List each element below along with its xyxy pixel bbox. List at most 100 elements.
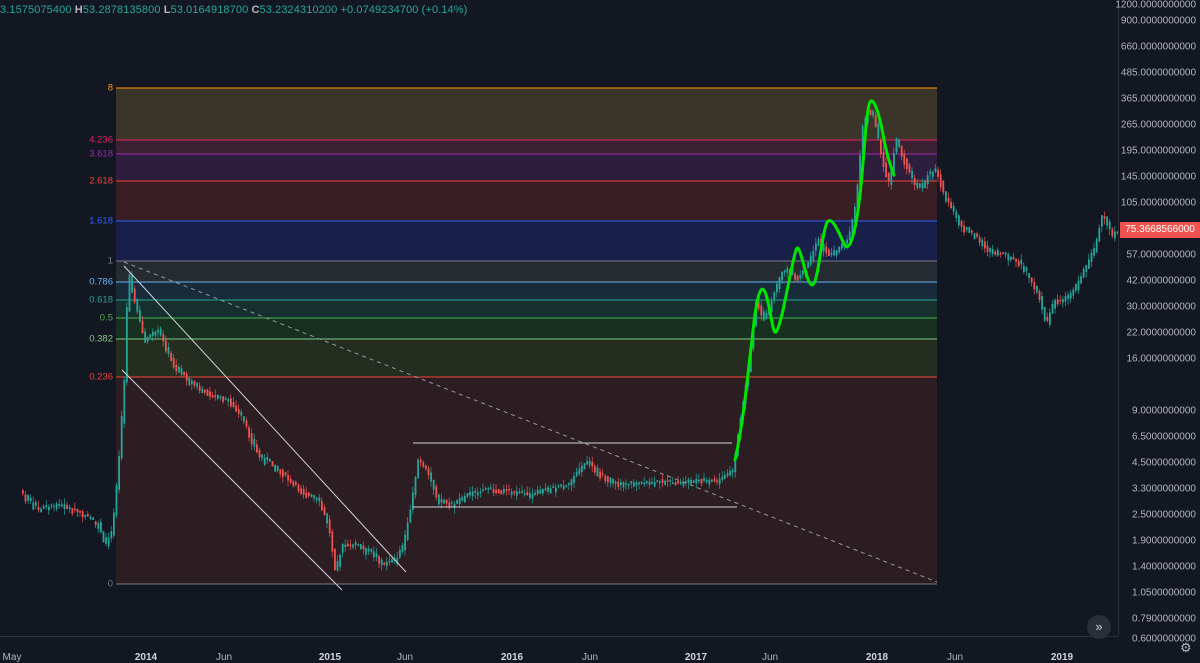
candle-body xyxy=(271,461,274,467)
candle-body xyxy=(409,509,412,523)
candle-body xyxy=(794,273,796,280)
candle-body xyxy=(999,252,1002,255)
candle-body xyxy=(1015,258,1017,262)
candle-body xyxy=(289,479,292,483)
candle-body xyxy=(305,492,308,498)
candle-body xyxy=(375,553,378,558)
candle-body xyxy=(445,499,448,504)
price-axis-label: 1.0500000000 xyxy=(1132,587,1196,599)
candle-body xyxy=(206,389,209,396)
candle-body xyxy=(115,485,118,516)
goto-realtime-button[interactable]: » xyxy=(1087,615,1111,639)
candle-body xyxy=(596,467,599,477)
candle-body xyxy=(284,472,287,476)
fib-zone-3618-2618 xyxy=(116,154,937,181)
candle-body xyxy=(700,478,703,484)
fib-zone-0618-05 xyxy=(116,300,937,318)
candle-body xyxy=(679,481,682,484)
candle-body xyxy=(154,331,157,336)
candle-body xyxy=(1004,252,1007,255)
candle-body xyxy=(903,153,906,165)
candle-body xyxy=(261,454,263,459)
candle-body xyxy=(877,124,880,139)
fib-zone-2618-1618 xyxy=(116,181,937,221)
candle-body xyxy=(770,301,773,313)
candle-body xyxy=(661,479,664,483)
candle-body xyxy=(833,250,835,256)
drawing-tools[interactable] xyxy=(121,99,938,591)
candle-body xyxy=(976,233,978,237)
candle-body xyxy=(370,549,373,552)
candle-body xyxy=(854,206,856,223)
price-axis-label: 6.5000000000 xyxy=(1132,431,1196,443)
candle-body xyxy=(674,482,677,485)
candle-body xyxy=(144,331,146,343)
candle-body xyxy=(724,474,726,479)
candle-body xyxy=(786,268,789,273)
candle-body xyxy=(664,480,666,485)
candle-body xyxy=(539,489,542,494)
candle-body xyxy=(635,482,638,486)
candle-body xyxy=(323,507,326,516)
price-axis-label: 16.0000000000 xyxy=(1126,353,1196,365)
candle-body xyxy=(778,277,781,290)
candle-body xyxy=(253,438,256,447)
candle-body xyxy=(191,380,193,385)
candle-body xyxy=(552,486,555,488)
candle-body xyxy=(521,491,523,493)
time-axis[interactable]: May 2014 Jun 2015 Jun 2016 Jun 2017 Jun 2018 Jun 20… xyxy=(0,636,1118,663)
fib-level-label: 4.236 xyxy=(89,134,113,146)
candle-body xyxy=(503,488,505,494)
candle-body xyxy=(859,155,861,186)
ohlc-change: +0.0749234700 (+0.14%) xyxy=(340,4,468,16)
candle-body xyxy=(128,274,131,312)
candle-body xyxy=(830,252,833,256)
candle-body xyxy=(518,491,521,494)
elliott-wave-drawing xyxy=(733,99,896,462)
candle-body xyxy=(201,388,204,393)
price-axis-label: 900.0000000000 xyxy=(1120,15,1196,27)
last-price-badge: 75.3668566000 xyxy=(1120,222,1200,238)
price-axis[interactable]: 1200.0000000000 900.0000000000 660.0000000… xyxy=(1115,0,1200,645)
candle-body xyxy=(978,237,981,243)
candle-body xyxy=(513,491,516,494)
candle-body xyxy=(1023,265,1025,272)
candle-body xyxy=(175,365,178,372)
candle-body xyxy=(232,402,235,407)
candle-body xyxy=(422,462,425,467)
candle-body xyxy=(367,548,370,552)
candle-body xyxy=(1103,216,1106,219)
candle-body xyxy=(906,158,908,169)
candle-body xyxy=(240,411,243,416)
candle-body xyxy=(1049,312,1051,325)
candle-body xyxy=(269,459,271,462)
candle-body xyxy=(807,262,809,268)
candle-body xyxy=(614,481,617,484)
candle-body xyxy=(604,475,607,482)
candle-body xyxy=(729,470,731,476)
candle-body xyxy=(846,239,848,244)
price-axis-label: 0.7900000000 xyxy=(1132,613,1196,625)
candle-body xyxy=(94,521,97,526)
chart-settings-button[interactable]: ⚙ xyxy=(1180,640,1192,656)
candle-body xyxy=(308,492,310,496)
candle-body xyxy=(1067,294,1069,299)
candle-body xyxy=(1116,231,1119,234)
candle-body xyxy=(934,168,937,172)
candle-body xyxy=(869,109,872,116)
candle-body xyxy=(565,485,568,487)
candle-body xyxy=(898,139,900,147)
candle-body xyxy=(237,409,240,414)
ohlc-low: 53.0164918700 xyxy=(170,4,249,16)
candle-body xyxy=(248,427,250,438)
candle-body xyxy=(79,510,81,513)
candle-body xyxy=(893,153,895,173)
candle-body xyxy=(955,211,958,219)
candle-body xyxy=(687,479,690,484)
candle-body xyxy=(180,368,183,375)
candle-body xyxy=(396,557,399,565)
candle-body xyxy=(1012,257,1015,260)
candle-body xyxy=(55,503,58,509)
candle-body xyxy=(1036,285,1038,293)
